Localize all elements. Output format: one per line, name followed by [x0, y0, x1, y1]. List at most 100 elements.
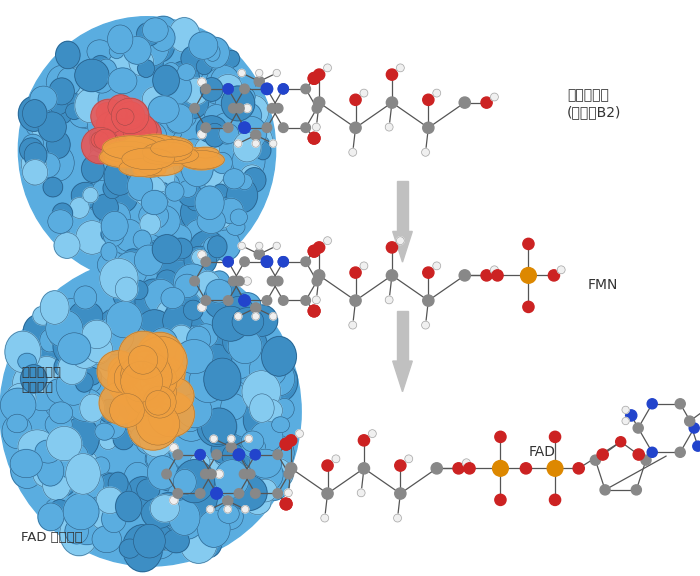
Ellipse shape [143, 354, 172, 386]
Ellipse shape [136, 310, 173, 347]
Ellipse shape [190, 297, 221, 329]
Ellipse shape [190, 453, 210, 472]
Ellipse shape [136, 241, 157, 262]
Ellipse shape [464, 463, 475, 474]
Ellipse shape [308, 245, 320, 257]
Ellipse shape [78, 469, 104, 498]
Ellipse shape [27, 119, 41, 135]
Ellipse shape [176, 393, 212, 428]
Ellipse shape [421, 149, 430, 156]
Ellipse shape [265, 362, 295, 396]
Ellipse shape [314, 242, 325, 253]
Ellipse shape [295, 430, 304, 438]
Ellipse shape [236, 138, 261, 160]
Ellipse shape [279, 84, 288, 94]
Ellipse shape [239, 469, 249, 479]
Ellipse shape [255, 367, 285, 402]
Ellipse shape [79, 385, 97, 404]
Ellipse shape [33, 463, 58, 487]
Ellipse shape [56, 422, 75, 442]
Ellipse shape [200, 78, 223, 101]
Ellipse shape [197, 78, 206, 86]
Ellipse shape [172, 244, 189, 261]
Ellipse shape [196, 58, 212, 75]
Ellipse shape [227, 178, 258, 213]
Ellipse shape [256, 242, 263, 249]
Ellipse shape [58, 353, 86, 385]
Ellipse shape [47, 426, 82, 461]
Ellipse shape [175, 460, 215, 503]
Ellipse shape [202, 37, 230, 68]
Ellipse shape [211, 437, 239, 464]
Ellipse shape [54, 350, 83, 377]
Ellipse shape [201, 295, 211, 305]
Ellipse shape [219, 82, 248, 115]
Ellipse shape [140, 383, 164, 407]
Ellipse shape [301, 295, 311, 305]
Ellipse shape [175, 90, 190, 109]
Ellipse shape [107, 262, 122, 278]
Ellipse shape [146, 158, 175, 193]
Ellipse shape [231, 433, 253, 454]
Ellipse shape [199, 297, 231, 328]
Ellipse shape [275, 399, 294, 419]
Ellipse shape [204, 237, 223, 254]
Ellipse shape [37, 456, 64, 486]
Ellipse shape [219, 124, 239, 143]
Ellipse shape [216, 86, 243, 119]
Ellipse shape [35, 318, 67, 349]
Ellipse shape [192, 249, 208, 266]
Ellipse shape [368, 430, 377, 438]
Ellipse shape [131, 427, 149, 446]
Ellipse shape [93, 478, 120, 506]
Ellipse shape [626, 410, 637, 421]
Ellipse shape [523, 238, 534, 249]
Ellipse shape [8, 338, 41, 369]
Ellipse shape [175, 274, 199, 298]
Ellipse shape [241, 431, 264, 452]
Ellipse shape [60, 511, 98, 556]
Ellipse shape [38, 112, 66, 142]
Ellipse shape [90, 134, 122, 165]
Ellipse shape [36, 153, 60, 177]
Ellipse shape [74, 286, 97, 309]
Ellipse shape [89, 64, 116, 93]
Ellipse shape [194, 527, 222, 558]
Ellipse shape [209, 177, 229, 199]
Ellipse shape [162, 305, 192, 337]
Ellipse shape [233, 449, 244, 460]
Ellipse shape [46, 359, 80, 395]
Ellipse shape [254, 403, 281, 429]
Ellipse shape [212, 450, 221, 460]
Ellipse shape [495, 494, 506, 506]
Ellipse shape [49, 402, 73, 424]
Ellipse shape [63, 493, 99, 530]
Ellipse shape [41, 451, 78, 487]
Ellipse shape [198, 157, 216, 173]
Ellipse shape [140, 213, 160, 235]
Ellipse shape [148, 456, 178, 490]
Ellipse shape [104, 158, 136, 195]
Ellipse shape [223, 257, 233, 267]
Ellipse shape [600, 485, 610, 495]
Ellipse shape [157, 270, 178, 290]
Ellipse shape [140, 363, 177, 399]
Ellipse shape [209, 196, 234, 223]
Ellipse shape [139, 202, 169, 229]
Ellipse shape [223, 123, 233, 132]
Ellipse shape [229, 475, 267, 511]
Ellipse shape [223, 84, 233, 94]
Ellipse shape [152, 319, 188, 354]
Ellipse shape [169, 238, 192, 259]
Ellipse shape [251, 488, 260, 498]
Ellipse shape [120, 361, 162, 402]
Ellipse shape [224, 506, 232, 513]
Ellipse shape [181, 46, 207, 71]
Ellipse shape [161, 287, 185, 309]
Ellipse shape [117, 325, 150, 363]
Ellipse shape [196, 116, 227, 143]
Ellipse shape [155, 530, 176, 551]
Text: 리보플라빈
키나아제: 리보플라빈 키나아제 [21, 366, 61, 394]
Ellipse shape [228, 435, 235, 442]
Ellipse shape [143, 353, 169, 379]
